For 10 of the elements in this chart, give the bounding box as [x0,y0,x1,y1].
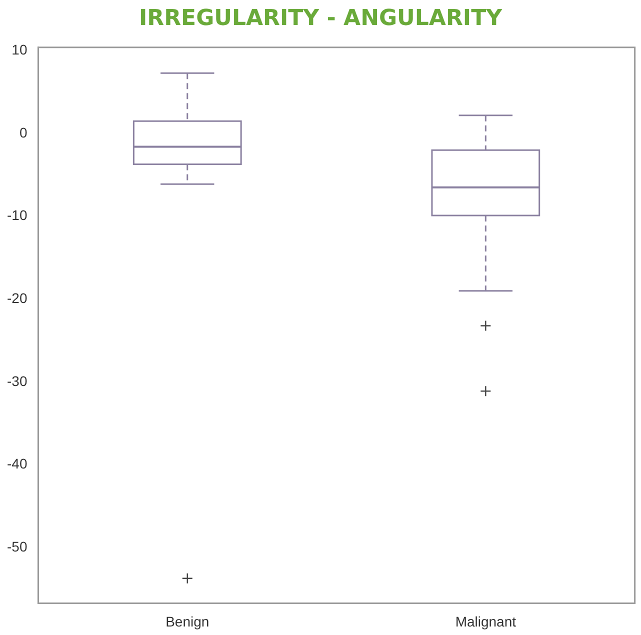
x-tick-label: Malignant [455,613,516,630]
y-tick-label: 10 [12,42,28,58]
y-tick-label: -30 [7,372,28,389]
y-tick-label: -10 [7,207,28,224]
x-tick-label: Benign [166,613,210,630]
y-tick-label: -40 [7,456,28,472]
y-tick-label: 0 [19,124,28,140]
chart-title: IRREGULARITY - ANGULARITY [138,6,504,33]
y-tick-label: -50 [7,538,28,555]
y-tick-label: -20 [7,290,28,306]
